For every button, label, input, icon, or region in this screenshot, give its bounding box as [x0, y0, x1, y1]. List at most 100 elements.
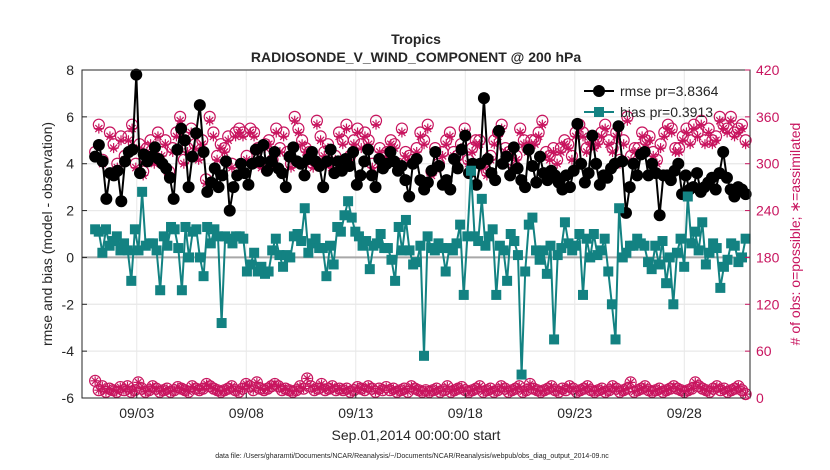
rmse-point — [593, 178, 606, 191]
obs-assimilated-marker — [441, 139, 452, 150]
bias-point — [100, 224, 111, 235]
obs-assimilated-stroke — [623, 385, 631, 393]
bias-point — [596, 245, 607, 256]
bias-point — [502, 275, 513, 286]
rmse-point — [134, 167, 147, 180]
bias-point — [679, 261, 690, 272]
obs-assimilated-stroke — [719, 124, 728, 133]
rmse-point — [208, 162, 221, 175]
bias-point — [93, 226, 104, 237]
rmse-point — [590, 157, 603, 170]
rmse-point — [261, 164, 274, 177]
rmse-point — [728, 190, 741, 203]
y-right-tick-label: 180 — [756, 249, 780, 265]
obs-assimilated-stroke — [516, 128, 525, 137]
obs-possible-marker — [689, 376, 702, 389]
rmse-point — [631, 169, 644, 182]
obs-assimilated-marker — [655, 143, 666, 154]
bias-point — [111, 231, 122, 242]
rmse-point — [227, 181, 240, 194]
rmse-point — [287, 141, 300, 154]
obs-assimilated-stroke — [253, 378, 261, 386]
obs-assimilated-stroke — [675, 148, 684, 156]
bias-point — [704, 247, 715, 258]
obs-assimilated-marker — [93, 123, 104, 134]
obs-assimilated-marker — [703, 127, 714, 138]
obs-assimilated-marker — [278, 131, 289, 142]
bias-point — [129, 224, 140, 235]
x-tick-label: 09/23 — [557, 405, 592, 421]
obs-assimilated-stroke — [205, 116, 214, 125]
rmse-point — [111, 164, 124, 177]
bias-point — [440, 266, 451, 277]
bias-point — [285, 252, 296, 263]
rmse-point — [175, 122, 188, 135]
obs-assimilated-stroke — [224, 136, 233, 145]
y-left-tick-label: 2 — [66, 203, 74, 219]
obs-assimilated-marker — [334, 131, 345, 142]
bias-point — [527, 212, 538, 223]
obs-assimilated-stroke — [176, 116, 185, 125]
obs-assimilated-marker — [592, 139, 603, 150]
bias-point — [606, 299, 617, 310]
y-right-tick-label: 0 — [756, 390, 764, 406]
bias-point — [97, 247, 108, 258]
rmse-point — [444, 183, 457, 196]
obs-bottom-assimilated-marker — [299, 384, 309, 394]
y-axis-right-label: # of obs: o=possible; ∗=assimilated — [787, 123, 803, 346]
obs-assimilated-stroke — [216, 144, 225, 153]
obs-assimilated-stroke — [468, 148, 477, 156]
rmse-point — [201, 185, 214, 198]
rmse-point — [504, 169, 517, 182]
obs-assimilated-stroke — [372, 120, 380, 129]
bias-point — [372, 238, 383, 249]
obs-assimilated-marker — [714, 115, 725, 126]
obs-possible-marker — [232, 385, 245, 398]
obs-assimilated-marker — [666, 127, 677, 138]
obs-assimilated-stroke — [397, 128, 406, 137]
rmse-point — [672, 157, 685, 170]
rmse-point — [410, 153, 423, 166]
obs-assimilated-stroke — [294, 128, 303, 137]
obs-assimilated-stroke — [213, 155, 222, 164]
y-right-tick-label: 120 — [756, 296, 780, 312]
obs-assimilated-stroke — [608, 148, 617, 156]
obs-assimilated-stroke — [303, 374, 311, 383]
bias-point — [191, 224, 202, 235]
obs-assimilated-marker — [474, 139, 485, 150]
bias-point — [169, 224, 180, 235]
obs-assimilated-marker — [637, 131, 648, 142]
bias-point — [263, 266, 274, 277]
bias-point — [397, 245, 408, 256]
obs-possible-marker — [739, 387, 752, 401]
rmse-point — [186, 150, 199, 163]
obs-assimilated-marker — [515, 127, 526, 138]
rmse-point — [638, 146, 651, 158]
obs-assimilated-marker — [533, 131, 544, 142]
bias-point — [364, 264, 375, 275]
bias-point — [715, 282, 726, 293]
bias-point — [462, 231, 473, 242]
obs-bottom-assimilated-marker — [133, 377, 143, 387]
bias-point — [512, 250, 523, 261]
rmse-point — [350, 178, 363, 191]
rmse-point — [115, 195, 128, 208]
bias-point — [155, 285, 166, 296]
rmse-point — [305, 146, 318, 158]
obs-assimilated-marker — [293, 127, 304, 138]
rmse-point — [429, 146, 442, 158]
bias-point — [328, 259, 339, 270]
obs-assimilated-stroke — [360, 132, 369, 141]
obs-possible-marker — [732, 380, 745, 393]
bias-point — [531, 245, 542, 256]
bias-point — [487, 224, 498, 235]
rmse-point — [365, 169, 378, 182]
bias-point — [581, 233, 592, 244]
obs-assimilated-stroke — [105, 132, 114, 141]
bias-point — [614, 203, 625, 214]
rmse-point — [242, 178, 255, 191]
bias-point — [690, 226, 701, 237]
bias-point — [382, 243, 393, 254]
obs-assimilated-stroke — [560, 140, 569, 149]
rmse-point — [126, 143, 139, 156]
